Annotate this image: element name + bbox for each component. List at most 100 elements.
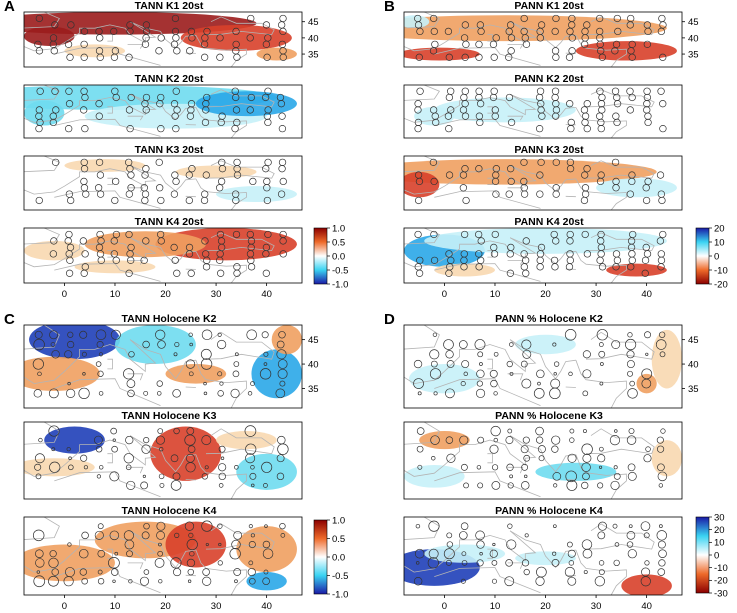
significance-marker xyxy=(537,381,541,386)
significance-marker xyxy=(201,237,209,245)
significance-marker xyxy=(185,462,196,473)
significance-marker xyxy=(231,124,239,133)
significance-marker xyxy=(280,533,286,538)
significance-marker xyxy=(445,559,452,566)
anomaly-patch-2 xyxy=(114,325,196,365)
coastline-4 xyxy=(575,360,627,408)
significance-marker xyxy=(445,171,454,179)
significance-marker xyxy=(250,381,255,386)
significance-marker xyxy=(68,456,72,460)
significance-marker xyxy=(429,368,442,380)
significance-marker xyxy=(564,566,576,578)
significance-marker xyxy=(493,351,499,357)
significance-marker xyxy=(204,465,209,470)
significance-marker xyxy=(35,124,43,133)
significance-marker xyxy=(628,53,636,61)
significance-marker xyxy=(535,426,544,436)
significance-marker xyxy=(553,361,560,367)
significance-marker xyxy=(218,445,226,453)
significance-marker xyxy=(185,171,193,179)
significance-marker xyxy=(112,579,116,583)
significance-marker xyxy=(446,360,455,368)
significance-marker xyxy=(445,53,453,61)
panel-frame xyxy=(23,11,303,68)
significance-marker xyxy=(445,124,453,133)
coastline-5 xyxy=(205,16,275,36)
significance-marker xyxy=(659,351,666,358)
significance-marker xyxy=(507,47,515,55)
x-tick-label: 40 xyxy=(641,601,652,612)
significance-marker xyxy=(552,158,560,167)
anomaly-patch-3 xyxy=(636,373,657,394)
panel-title: TANN Holocene K4 xyxy=(122,505,217,517)
x-tick-label: 10 xyxy=(490,601,501,612)
coastline-8 xyxy=(107,34,113,42)
anomaly-patch-3 xyxy=(596,178,677,198)
panel-title: PANN K1 20st xyxy=(514,0,584,12)
coastline-5 xyxy=(205,232,275,252)
significance-marker xyxy=(216,53,224,61)
coastline-8 xyxy=(107,106,113,114)
significance-marker xyxy=(142,106,150,114)
significance-marker xyxy=(247,391,253,396)
significance-marker xyxy=(416,427,425,435)
significance-marker xyxy=(188,165,196,173)
significance-marker xyxy=(127,171,135,179)
significance-marker xyxy=(520,445,529,454)
colorbar-2: 20 10 0 -10 -20 xyxy=(695,223,728,290)
significance-marker xyxy=(461,360,470,369)
significance-marker xyxy=(599,381,604,386)
significance-marker xyxy=(658,549,667,558)
significance-marker xyxy=(489,40,498,49)
significance-marker xyxy=(598,342,604,347)
significance-marker xyxy=(490,53,498,61)
significance-marker xyxy=(658,331,666,338)
significance-marker xyxy=(655,339,667,350)
significance-marker xyxy=(491,560,498,566)
significance-marker xyxy=(643,40,652,49)
significance-marker xyxy=(143,522,150,530)
significance-marker xyxy=(35,549,44,558)
significance-marker xyxy=(278,124,287,133)
significance-marker xyxy=(159,482,165,488)
coastline-3 xyxy=(509,530,576,569)
significance-marker xyxy=(82,190,90,198)
significance-marker xyxy=(492,190,500,198)
significance-marker xyxy=(217,371,223,377)
significance-marker xyxy=(430,435,440,445)
panel-frame xyxy=(403,11,683,68)
y-tick-label: 40 xyxy=(688,33,699,44)
significance-marker xyxy=(125,269,133,277)
significance-marker xyxy=(79,548,89,559)
significance-marker xyxy=(110,27,118,36)
significance-marker xyxy=(277,368,288,379)
significance-marker xyxy=(125,230,133,239)
coastline-7 xyxy=(565,479,576,481)
significance-marker xyxy=(610,480,620,490)
significance-marker xyxy=(217,118,225,127)
panel-content xyxy=(404,228,682,283)
significance-marker xyxy=(97,256,105,265)
significance-marker xyxy=(156,184,164,192)
significance-marker xyxy=(462,40,470,49)
significance-marker xyxy=(491,481,501,490)
significance-marker xyxy=(475,263,483,271)
significance-marker xyxy=(264,118,272,127)
significance-marker xyxy=(170,557,182,569)
map-panel-1: TANN K1 20st A 45 40 35 xyxy=(4,0,319,68)
panel-title: TANN Holocene K2 xyxy=(122,313,217,325)
colorbar-tick-label: -30 xyxy=(714,588,728,599)
significance-marker xyxy=(201,520,213,532)
significance-marker xyxy=(262,165,270,173)
significance-marker xyxy=(536,171,544,179)
panel-frame xyxy=(403,84,683,139)
significance-marker xyxy=(613,559,620,567)
significance-marker xyxy=(96,171,105,179)
significance-marker xyxy=(524,474,528,479)
coastline-3 xyxy=(509,21,576,49)
significance-marker xyxy=(250,465,255,470)
significance-marker xyxy=(476,100,485,108)
significance-marker xyxy=(581,481,589,490)
significance-marker xyxy=(32,358,44,370)
significance-marker xyxy=(52,158,60,167)
